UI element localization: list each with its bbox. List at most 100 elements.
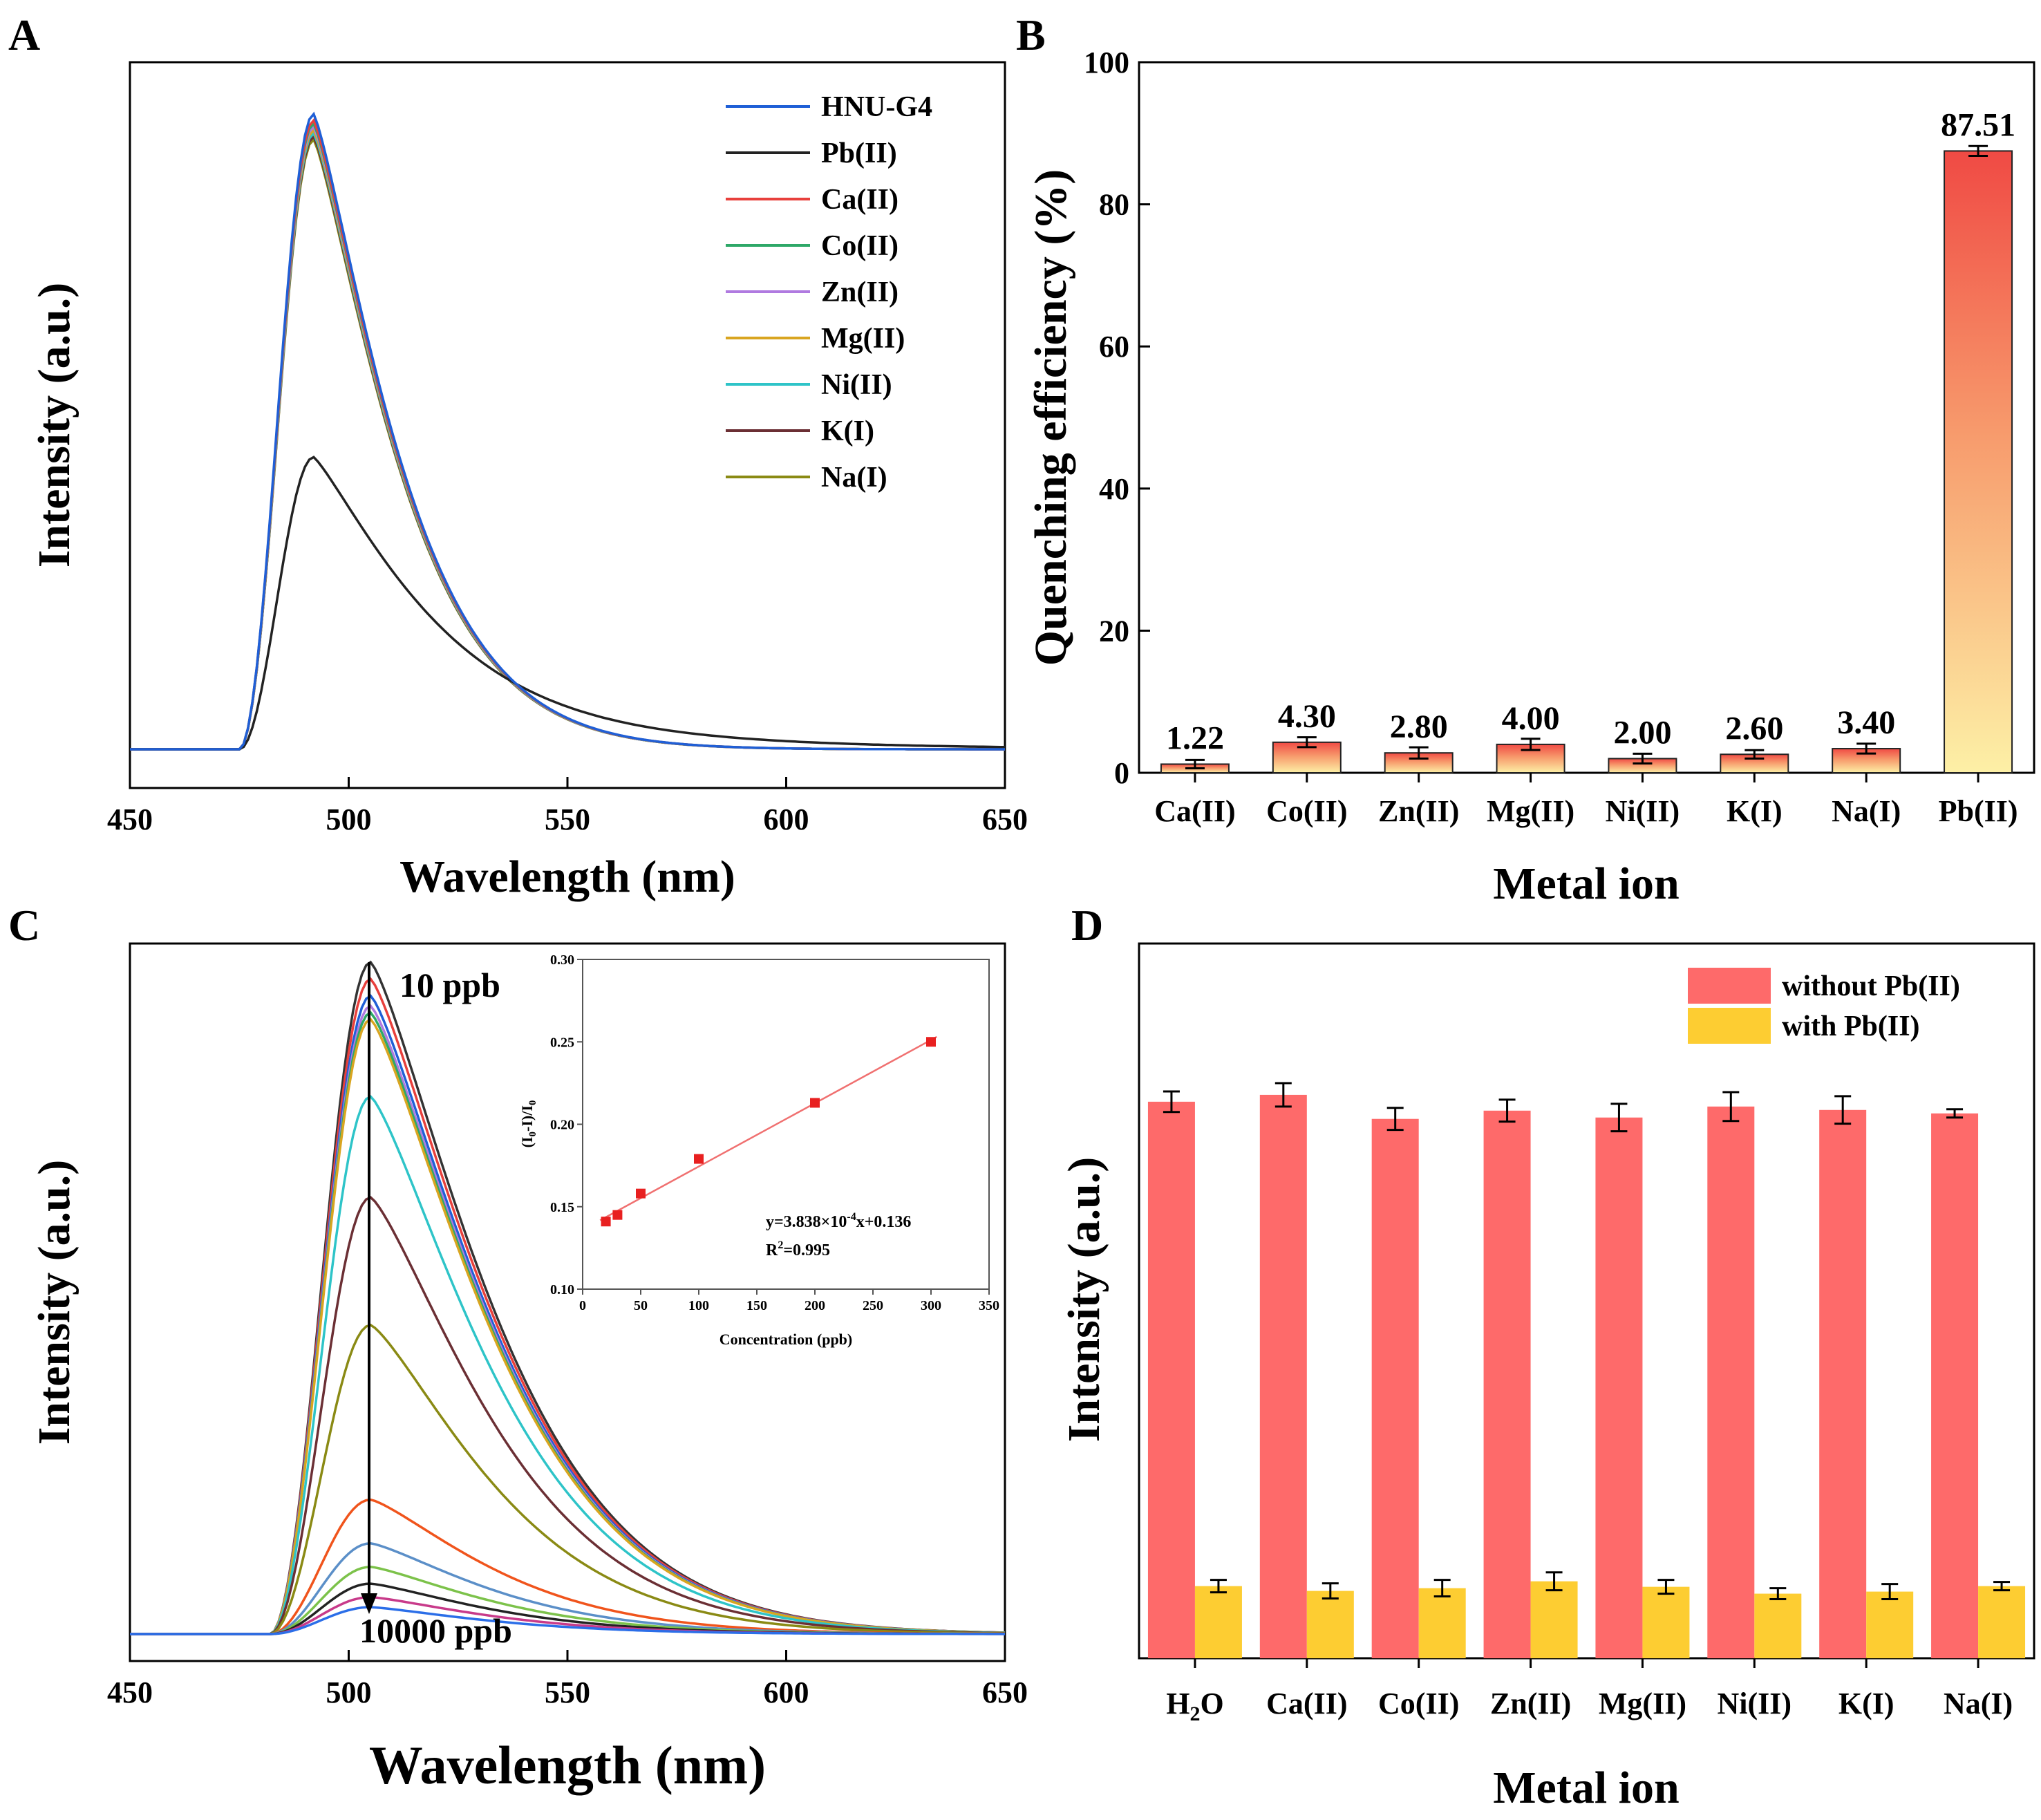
panel-c-x-tick-label: 500 xyxy=(326,1676,372,1709)
panel-b-y-tick-label: 80 xyxy=(1099,188,1129,222)
panel-b-bars: 1.22 Ca(II) 4.30 Co(II) 2.80 Zn(II) 4.00 Mg(II)… xyxy=(1154,106,2018,828)
panel-a-series-line xyxy=(130,456,1005,751)
panel-a-x-tick-label: 550 xyxy=(545,803,590,836)
panel-d-chart: H2O Ca(II) Co(II) Zn(II) Mg(II) Ni(II) K(I) Na(… xyxy=(1059,942,2035,1813)
inset-y-tick-label: 0.10 xyxy=(550,1282,574,1297)
panel-d-legend: without Pb(II) with Pb(II) xyxy=(1688,968,1960,1044)
panel-a-legend: HNU-G4 Pb(II) Ca(II) Co(II) Zn(II) Mg(II) Ni(I… xyxy=(726,91,932,494)
panel-d-bar-with-pb xyxy=(1194,1586,1242,1658)
panel-b-x-tick-label: Ca(II) xyxy=(1154,794,1235,828)
panel-d-x-tick-label: Zn(II) xyxy=(1490,1687,1571,1720)
panel-a-legend-label: Co(II) xyxy=(821,230,899,262)
inset-frame xyxy=(582,959,990,1290)
panel-letter-b: B xyxy=(1016,10,1046,59)
inset-x-tick-label: 100 xyxy=(688,1298,709,1313)
panel-a-x-tick-label: 450 xyxy=(107,803,153,836)
panel-b-x-tick-label: Na(I) xyxy=(1832,794,1901,828)
panel-d-frame xyxy=(1138,942,2035,1660)
panel-b-value-label: 2.00 xyxy=(1613,714,1671,751)
panel-b-frame xyxy=(1138,61,2035,774)
inset-y-tick-label: 0.25 xyxy=(550,1035,574,1050)
panel-d-x-tick-label: Na(I) xyxy=(1944,1687,2013,1720)
panel-c-inset-chart: 0 50 100 150 200 250 300 350 0.10 0.15 0.20 0.25 0.3… xyxy=(518,953,999,1348)
panel-a-legend-label: Pb(II) xyxy=(821,138,897,169)
inset-data-point xyxy=(636,1188,646,1199)
panel-d-x-tick-label: Ca(II) xyxy=(1266,1687,1347,1720)
inset-data-point xyxy=(926,1037,936,1047)
panel-b-value-label: 2.80 xyxy=(1390,709,1448,745)
panel-d-bar-without-pb xyxy=(1819,1109,1867,1658)
panel-a-chart: 450 500 550 600 650 HNU-G4 Pb(II) Ca(II) Co(II)… xyxy=(29,61,1028,902)
panel-d-bars: H2O Ca(II) Co(II) Zn(II) Mg(II) Ni(II) K(I) Na(… xyxy=(1147,1082,2026,1725)
panel-d-bar-with-pb xyxy=(1978,1586,2026,1658)
panel-c-series-line xyxy=(130,1606,1005,1635)
inset-y-axis-title: (I0-I)/I0 xyxy=(518,1100,538,1148)
panel-b-value-label: 4.30 xyxy=(1278,698,1336,735)
inset-x-tick-label: 150 xyxy=(746,1298,767,1313)
panel-b-value-label: 4.00 xyxy=(1502,700,1560,737)
panel-b-chart: 0 20 40 60 80 100 1.22 Ca(II) 4.30 Co(II) 2.80 Zn(… xyxy=(1026,46,2035,909)
panel-b-x-tick-label: Co(II) xyxy=(1266,794,1347,828)
panel-a-x-axis-title: Wavelength (nm) xyxy=(399,852,735,902)
inset-fit-line xyxy=(599,1035,937,1221)
panel-b-y-tick-label: 40 xyxy=(1099,472,1129,506)
panel-c-x-tick-label: 550 xyxy=(545,1676,590,1709)
inset-x-axis-title: Concentration (ppb) xyxy=(719,1331,853,1348)
panel-a-x-tick-label: 500 xyxy=(326,803,372,836)
panel-d-bar-without-pb xyxy=(1147,1101,1195,1658)
panel-c-annotation-top: 10 ppb xyxy=(399,966,500,1004)
panel-b-y-tick-label: 100 xyxy=(1084,46,1129,79)
panel-b-x-axis-title: Metal ion xyxy=(1493,859,1679,909)
inset-data-point xyxy=(810,1098,820,1108)
panel-b-bar xyxy=(1944,150,2013,773)
panel-b-value-label: 87.51 xyxy=(1941,106,2015,143)
panel-c-x-tick-label: 650 xyxy=(982,1676,1028,1709)
panel-d-x-tick-label: K(I) xyxy=(1838,1687,1894,1720)
panel-a-series-line xyxy=(130,111,1005,751)
inset-points xyxy=(601,1037,936,1227)
panel-c-x-ticks: 450 500 550 600 650 xyxy=(107,1650,1028,1709)
panel-c-arrow-head xyxy=(361,1593,377,1614)
panel-b-value-label: 2.60 xyxy=(1725,710,1783,747)
panel-b-y-tick-label: 60 xyxy=(1099,330,1129,364)
panel-b-y-tick-label: 20 xyxy=(1099,614,1129,648)
panel-c-curves xyxy=(130,960,1006,1635)
panel-c-x-axis-title: Wavelength (nm) xyxy=(369,1735,766,1795)
panel-c-series-line xyxy=(130,1323,1005,1635)
panel-d-bar-with-pb xyxy=(1754,1593,1802,1658)
panel-d-bar-with-pb xyxy=(1642,1586,1690,1658)
panel-b-y-axis-title: Quenching efficiency (%) xyxy=(1026,169,1076,666)
panel-a-legend-label: HNU-G4 xyxy=(821,91,932,123)
panel-a-legend-label: Ca(II) xyxy=(821,184,899,216)
panel-b-x-tick-label: Ni(II) xyxy=(1606,794,1680,828)
panel-c-y-axis-title: Intensity (a.u.) xyxy=(29,1160,79,1445)
panel-d-legend-label: with Pb(II) xyxy=(1782,1011,1920,1042)
inset-data-point xyxy=(694,1154,704,1164)
panel-a-legend-label: K(I) xyxy=(821,415,874,447)
panel-b-bar xyxy=(1272,741,1342,774)
panel-a-legend-label: Mg(II) xyxy=(821,323,905,355)
inset-ticks: 0 50 100 150 200 250 300 350 0.10 0.15 0.20 0.25 0.3… xyxy=(550,953,999,1313)
inset-y-tick-label: 0.20 xyxy=(550,1118,574,1133)
panel-b-x-tick-label: Zn(II) xyxy=(1378,794,1459,828)
panel-d-y-axis-title: Intensity (a.u.) xyxy=(1059,1157,1109,1443)
panel-a-x-ticks: 450 500 550 600 650 xyxy=(107,777,1028,836)
inset-x-tick-label: 200 xyxy=(805,1298,825,1313)
panel-a-legend-label: Zn(II) xyxy=(821,276,899,308)
panel-c-annotation-bottom: 10000 ppb xyxy=(359,1611,512,1650)
panel-letter-a: A xyxy=(8,10,40,59)
inset-x-tick-label: 0 xyxy=(579,1298,586,1313)
panel-d-x-tick-label: Ni(II) xyxy=(1718,1687,1792,1720)
panel-c-x-tick-label: 600 xyxy=(764,1676,809,1709)
panel-c-chart: 10 ppb 10000 ppb 450 500 550 600 650 0 50 100 1… xyxy=(29,942,1028,1795)
inset-r-squared: R2=0.995 xyxy=(766,1239,830,1259)
panel-b-bar xyxy=(1720,753,1789,773)
panel-a-legend-label: Na(I) xyxy=(821,462,887,494)
panel-d-legend-swatch xyxy=(1688,1008,1771,1044)
panel-b-value-label: 1.22 xyxy=(1166,720,1224,756)
panel-d-x-axis-title: Metal ion xyxy=(1493,1763,1679,1813)
panel-c-x-tick-label: 450 xyxy=(107,1676,153,1709)
inset-data-point xyxy=(601,1217,611,1227)
inset-data-point xyxy=(612,1210,623,1220)
